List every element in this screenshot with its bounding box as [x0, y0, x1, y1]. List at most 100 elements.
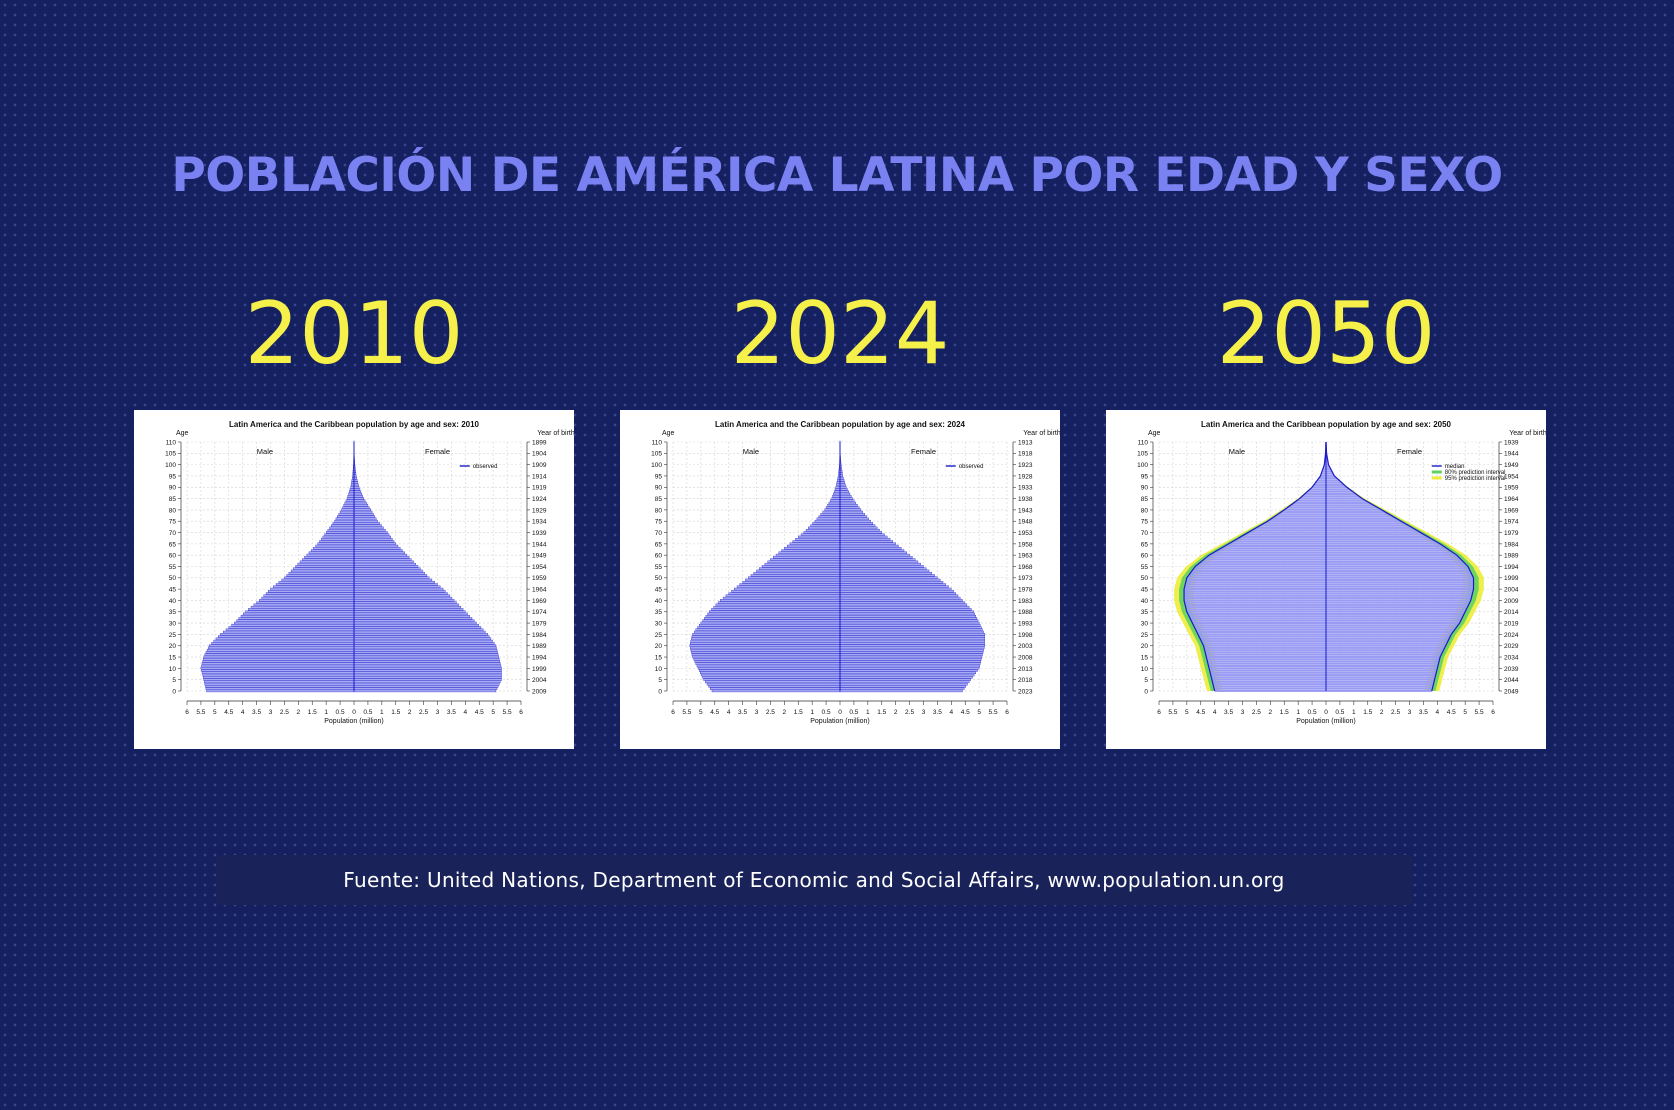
bar-female — [839, 544, 899, 548]
bar-female — [1326, 640, 1448, 643]
bar-female — [353, 528, 386, 532]
bar-male — [1274, 515, 1326, 518]
bar-female — [353, 626, 482, 629]
age-tick-label: 35 — [655, 609, 663, 616]
bar-male — [201, 671, 355, 675]
bar-female — [1326, 563, 1466, 566]
age-tick-label: 80 — [169, 507, 177, 514]
year-of-birth-tick-label: 2004 — [1504, 587, 1519, 594]
bar-female — [1326, 664, 1438, 668]
bar-female — [1326, 463, 1329, 466]
bar-female — [353, 651, 498, 654]
x-tick-label: 1 — [1296, 709, 1300, 716]
bar-female — [353, 592, 448, 595]
bar-male — [705, 615, 841, 618]
bar-female — [839, 506, 860, 509]
bar-female — [839, 599, 963, 602]
bar-female — [839, 581, 944, 584]
bar-female — [1326, 680, 1434, 683]
bar-female — [839, 547, 902, 550]
bar-female — [839, 574, 935, 577]
x-tick-label: 0.5 — [1335, 709, 1344, 716]
x-tick-label: 5 — [977, 709, 981, 716]
bar-female — [353, 542, 396, 545]
year-of-birth-tick-label: 2009 — [532, 688, 547, 695]
bar-female — [1326, 515, 1394, 518]
bar-female — [839, 590, 954, 593]
bar-female — [1326, 687, 1433, 690]
bar-male — [215, 637, 355, 641]
bar-female — [1326, 617, 1462, 620]
bar-male — [702, 619, 841, 622]
bar-female — [1326, 581, 1474, 584]
year-of-birth-tick-label: 2013 — [1018, 666, 1033, 673]
bar-female — [1326, 590, 1473, 593]
age-tick-label: 100 — [651, 462, 662, 469]
bar-female — [839, 658, 982, 661]
bar-female — [353, 562, 416, 566]
bar-male — [297, 562, 355, 566]
bar-female — [839, 619, 979, 622]
bar-male — [1193, 567, 1326, 570]
x-tick-label: 2 — [1380, 709, 1384, 716]
bar-male — [781, 549, 841, 552]
bar-female — [353, 669, 502, 672]
bar-male — [1184, 597, 1326, 600]
bar-female — [839, 601, 965, 604]
bar-male — [800, 533, 841, 536]
x-tick-label: 1.5 — [308, 709, 317, 716]
bar-female — [839, 624, 981, 627]
bar-female — [839, 483, 846, 487]
bar-female — [839, 633, 985, 636]
bar-male — [202, 660, 355, 663]
bar-female — [353, 508, 371, 512]
x-tick-label: 4 — [1436, 709, 1440, 716]
bar-female — [839, 553, 910, 557]
bar-female — [353, 501, 367, 505]
bar-female — [1326, 522, 1406, 525]
x-tick-label: 2.5 — [1252, 709, 1261, 716]
x-tick-label: 4 — [464, 709, 468, 716]
bar-male — [710, 687, 841, 690]
x-tick-label: 5.5 — [1475, 709, 1484, 716]
year-of-birth-tick-label: 1989 — [1504, 553, 1519, 560]
bar-female — [1326, 513, 1390, 516]
bar-male — [225, 628, 355, 631]
x-tick-label: 2 — [408, 709, 412, 716]
bar-male — [338, 513, 355, 516]
bar-female — [1326, 606, 1468, 609]
bar-male — [310, 549, 355, 552]
chart-title: Latin America and the Caribbean populati… — [1201, 420, 1452, 429]
x-tick-label: 0 — [1324, 709, 1328, 716]
bar-female — [353, 630, 486, 634]
year-of-birth-tick-label: 1979 — [1504, 530, 1519, 537]
year-of-birth-tick-label: 1933 — [1018, 485, 1033, 492]
bar-male — [204, 653, 355, 656]
bar-female — [839, 576, 938, 579]
age-tick-label: 15 — [1141, 654, 1149, 661]
bar-female — [1326, 576, 1474, 579]
bar-female — [1326, 660, 1440, 663]
bar-male — [1214, 687, 1326, 690]
age-tick-label: 0 — [658, 688, 662, 695]
bar-male — [315, 544, 355, 548]
x-tick-label: 5 — [1463, 709, 1467, 716]
year-of-birth-tick-label: 1959 — [1504, 485, 1519, 492]
legend-item: 80% prediction interval — [1445, 470, 1506, 476]
bar-male — [345, 499, 355, 502]
bar-male — [691, 651, 841, 654]
bar-male — [325, 531, 355, 534]
bar-male — [213, 639, 355, 643]
bar-male — [1204, 646, 1326, 649]
year-of-birth-tick-label: 2024 — [1504, 632, 1519, 639]
legend-item: observed — [473, 464, 498, 470]
bar-male — [1203, 644, 1326, 647]
bar-female — [839, 667, 980, 670]
bar-male — [697, 667, 841, 670]
bar-female — [353, 479, 358, 482]
age-tick-label: 55 — [169, 564, 177, 571]
x-tick-label: 2.5 — [419, 709, 428, 716]
axis-label-age: Age — [176, 430, 189, 437]
bar-male — [828, 501, 841, 505]
